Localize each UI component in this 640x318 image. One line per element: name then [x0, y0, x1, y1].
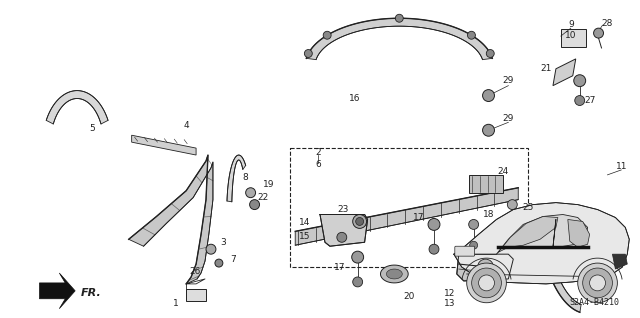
- Circle shape: [578, 263, 618, 303]
- Circle shape: [486, 50, 494, 58]
- Circle shape: [250, 200, 260, 210]
- Text: 16: 16: [349, 94, 360, 103]
- FancyBboxPatch shape: [186, 289, 206, 301]
- Text: 13: 13: [444, 299, 456, 308]
- Text: 17: 17: [334, 263, 346, 272]
- Text: 5: 5: [89, 124, 95, 133]
- Circle shape: [575, 96, 585, 106]
- Text: 3: 3: [220, 238, 226, 247]
- Text: 10: 10: [565, 31, 577, 40]
- Circle shape: [470, 241, 477, 249]
- Polygon shape: [499, 217, 558, 252]
- Text: 7: 7: [230, 255, 236, 264]
- Circle shape: [215, 259, 223, 267]
- Circle shape: [589, 275, 605, 291]
- Circle shape: [353, 215, 367, 228]
- Text: 24: 24: [498, 167, 509, 176]
- Circle shape: [467, 31, 476, 39]
- Text: 9: 9: [568, 20, 573, 29]
- Bar: [291, 148, 528, 267]
- Polygon shape: [46, 91, 108, 124]
- Polygon shape: [227, 155, 246, 202]
- Polygon shape: [457, 254, 513, 281]
- Polygon shape: [497, 215, 588, 254]
- Text: FR.: FR.: [81, 288, 102, 298]
- Circle shape: [396, 14, 403, 22]
- Circle shape: [483, 124, 495, 136]
- Text: 29: 29: [502, 114, 514, 123]
- Circle shape: [246, 188, 255, 198]
- Text: 14: 14: [300, 218, 311, 227]
- Circle shape: [353, 277, 363, 287]
- Text: S2A4-B4210: S2A4-B4210: [570, 298, 620, 307]
- Text: 2: 2: [316, 148, 321, 156]
- Text: 18: 18: [483, 210, 494, 219]
- Text: 15: 15: [300, 232, 311, 241]
- Text: 29: 29: [502, 76, 514, 85]
- Circle shape: [472, 268, 501, 298]
- Polygon shape: [381, 265, 408, 283]
- Polygon shape: [454, 203, 629, 284]
- Circle shape: [206, 244, 216, 254]
- Circle shape: [593, 28, 604, 38]
- Text: 23: 23: [337, 205, 349, 214]
- Circle shape: [429, 244, 439, 254]
- Text: 12: 12: [444, 289, 456, 298]
- Text: 1: 1: [173, 299, 179, 308]
- Circle shape: [483, 90, 495, 101]
- Polygon shape: [387, 269, 403, 279]
- Circle shape: [467, 263, 506, 303]
- Circle shape: [508, 200, 517, 210]
- Circle shape: [356, 218, 364, 225]
- Polygon shape: [40, 273, 75, 309]
- Polygon shape: [295, 188, 518, 245]
- Text: 21: 21: [540, 64, 552, 73]
- Text: 27: 27: [584, 96, 595, 105]
- Circle shape: [468, 219, 479, 229]
- Text: 22: 22: [257, 193, 268, 202]
- Circle shape: [428, 218, 440, 230]
- Text: 28: 28: [602, 19, 613, 28]
- Circle shape: [479, 275, 495, 291]
- Polygon shape: [612, 254, 627, 269]
- Circle shape: [337, 232, 347, 242]
- Circle shape: [582, 268, 612, 298]
- Text: 11: 11: [616, 162, 627, 171]
- Circle shape: [323, 31, 331, 39]
- Polygon shape: [132, 135, 196, 155]
- Polygon shape: [129, 155, 213, 284]
- Text: 26: 26: [189, 266, 201, 275]
- Text: 17: 17: [413, 213, 425, 222]
- Text: 4: 4: [184, 121, 189, 130]
- Text: 19: 19: [262, 180, 274, 189]
- Circle shape: [477, 259, 493, 275]
- Circle shape: [574, 75, 586, 86]
- Text: 25: 25: [522, 203, 534, 212]
- Circle shape: [352, 251, 364, 263]
- Polygon shape: [553, 59, 576, 86]
- Text: 20: 20: [404, 292, 415, 301]
- Text: 8: 8: [243, 173, 248, 182]
- Polygon shape: [538, 204, 581, 312]
- Polygon shape: [320, 215, 367, 246]
- Circle shape: [305, 50, 312, 58]
- FancyBboxPatch shape: [468, 175, 504, 193]
- FancyBboxPatch shape: [561, 29, 586, 47]
- Polygon shape: [307, 18, 492, 59]
- FancyBboxPatch shape: [455, 246, 475, 256]
- Polygon shape: [568, 219, 589, 247]
- Text: 6: 6: [315, 161, 321, 169]
